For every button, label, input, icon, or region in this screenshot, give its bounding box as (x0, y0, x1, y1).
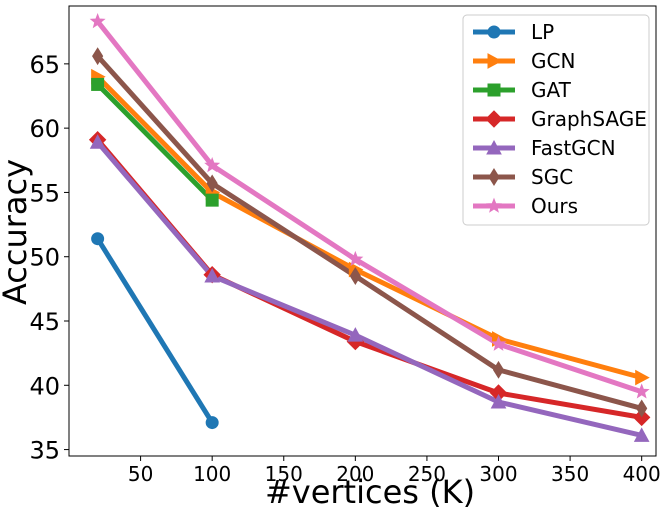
series-line-lp (95, 237, 215, 424)
legend-marker-ours (486, 197, 502, 213)
legend-marker-sgc (488, 168, 500, 186)
x-tick-label: 300 (479, 462, 517, 486)
y-axis-label: Accuracy (0, 159, 34, 305)
data-point-sgc (349, 267, 361, 285)
data-point-graphsage (632, 408, 651, 427)
data-point-ours (490, 335, 507, 351)
data-point-fastgcn (89, 134, 106, 149)
y-tick-label: 35 (29, 437, 60, 465)
legend-marker-fastgcn (486, 139, 502, 155)
y-axis-ticks: 35 40 45 50 55 60 65 (29, 51, 69, 465)
data-point-gcn (635, 369, 650, 386)
data-point-gat (205, 193, 219, 207)
x-tick-label: 150 (265, 462, 303, 486)
data-point-ours (347, 250, 364, 267)
x-axis-label: #vertices (K) (265, 473, 475, 511)
legend-label-graphsage: GraphSAGE (531, 107, 647, 131)
x-tick-label: 400 (623, 462, 661, 486)
y-tick-label: 50 (29, 244, 60, 272)
legend-marker-gcn (487, 53, 503, 69)
y-tick-label: 45 (29, 308, 60, 336)
y-tick-label: 55 (29, 179, 60, 207)
legend-label-lp: LP (531, 20, 554, 44)
y-tick-label: 40 (29, 372, 60, 400)
data-point-lp (91, 232, 105, 246)
data-point-ours (89, 13, 106, 29)
legend-marker-gat (487, 83, 501, 97)
x-tick-label: 50 (128, 462, 153, 486)
data-point-fastgcn (633, 427, 650, 442)
data-point-ours (204, 157, 221, 173)
series-line-gat (95, 82, 214, 202)
x-tick-label: 100 (193, 462, 231, 486)
y-tick-label: 60 (29, 115, 60, 143)
legend-marker-lp (487, 25, 501, 39)
legend-label-ours: Ours (531, 194, 578, 218)
x-tick-label: 200 (336, 462, 374, 486)
data-point-sgc (636, 399, 648, 418)
plot-markers (88, 13, 651, 442)
data-point-gat (91, 77, 105, 91)
legend-box (462, 14, 650, 226)
data-point-sgc (492, 360, 505, 379)
data-point-fastgcn (347, 327, 364, 342)
x-tick-label: 350 (551, 462, 589, 486)
data-point-fastgcn (490, 393, 507, 409)
data-point-ours (633, 383, 650, 399)
legend-label-fastgcn: FastGCN (531, 136, 616, 160)
x-tick-label: 250 (408, 462, 446, 486)
legend-label-sgc: SGC (531, 165, 573, 189)
data-point-sgc (92, 47, 104, 66)
legend-label-gat: GAT (531, 78, 572, 102)
legend-marker-graphsage (485, 110, 503, 128)
plot-frame (68, 5, 657, 457)
data-point-sgc (206, 174, 218, 193)
y-tick-label: 65 (29, 51, 60, 79)
legend-label-gcn: GCN (531, 49, 575, 73)
x-axis-ticks: 50 100 150 200 250 300 350 400 (128, 456, 661, 486)
legend: LP GCN GAT GraphSAGE FastGCN SGC Ours (462, 14, 650, 226)
data-point-lp (205, 416, 219, 430)
data-point-fastgcn (204, 267, 221, 283)
